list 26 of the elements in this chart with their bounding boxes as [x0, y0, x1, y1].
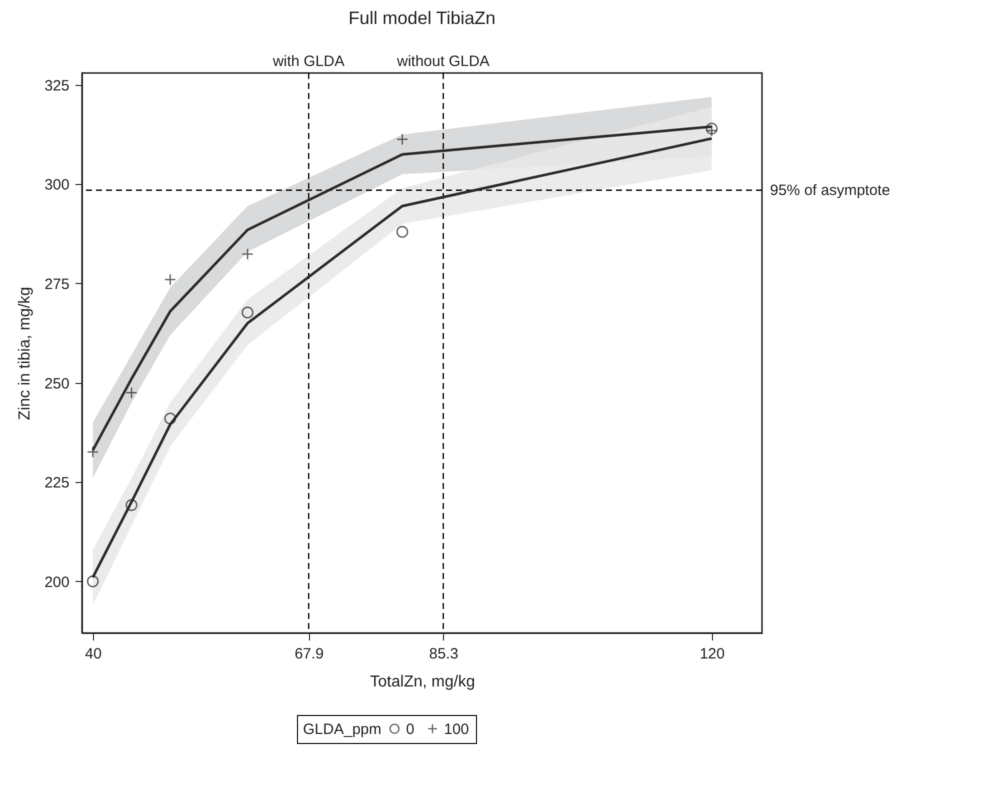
point — [164, 412, 176, 424]
ref-line-label: with GLDA — [272, 53, 345, 70]
legend-title: GLDA_ppm — [303, 721, 382, 738]
y-tick-label: 325 — [44, 77, 70, 94]
x-axis-title: TotalZn, mg/kg — [370, 674, 475, 690]
point — [86, 446, 99, 458]
y-tick-label: 225 — [44, 474, 70, 492]
legend-label: 0 — [406, 720, 414, 738]
point — [242, 248, 254, 260]
y-tick-label: 250 — [44, 375, 70, 392]
ref-line-label: without GLDA — [396, 53, 490, 70]
point — [396, 226, 408, 238]
y-axis-title: Zinc in tibia, mg/kg — [16, 286, 34, 420]
point — [242, 306, 254, 318]
ref-line-label: 95% of asymptote — [770, 182, 890, 200]
x-tick-label: 40 — [84, 646, 102, 662]
x-tick-label: 120 — [700, 646, 725, 662]
x-tick-label: 67.9 — [294, 646, 324, 662]
y-tick-label: 275 — [44, 276, 70, 293]
y-tick-label: 200 — [44, 574, 70, 591]
point — [126, 499, 138, 512]
chart-title: Full model TibiaZn — [348, 8, 496, 28]
point — [86, 575, 99, 588]
x-tick-label: 85.3 — [429, 646, 458, 662]
y-tick-label: 300 — [44, 176, 70, 194]
legend-label: 100 — [444, 720, 470, 738]
